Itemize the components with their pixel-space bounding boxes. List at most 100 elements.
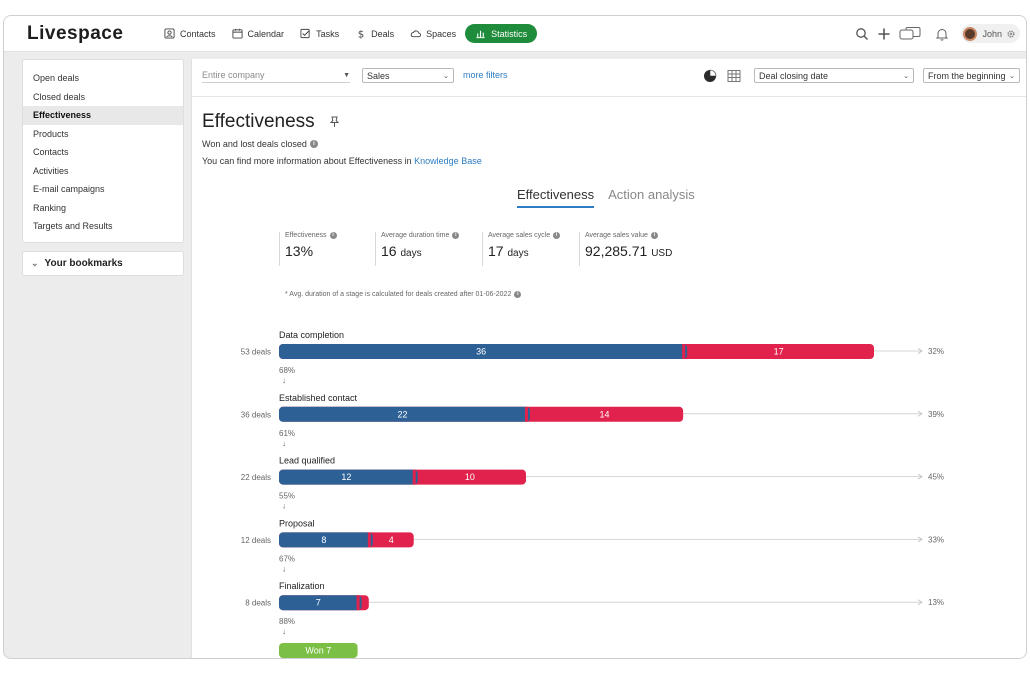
main-content: Entire company ▼ Sales ⌄ more filters De…: [191, 59, 1026, 658]
company-select-placeholder: Entire company: [202, 70, 265, 80]
filter-bar: Entire company ▼ Sales ⌄ more filters De…: [192, 59, 1026, 97]
knowledge-base-link[interactable]: Knowledge Base: [414, 156, 482, 166]
nav-tasks[interactable]: Tasks: [293, 24, 346, 43]
pie-chart-icon[interactable]: [703, 69, 717, 83]
livespace-logo[interactable]: Livespace: [27, 23, 124, 44]
nav-statistics[interactable]: Statistics: [465, 24, 538, 43]
kpi-label-text: Effectiveness: [285, 232, 327, 239]
stage-title: Data completion: [279, 330, 344, 340]
stage-deal-count: 22 deals: [241, 473, 271, 482]
arrow-down-icon: ↓: [282, 564, 286, 573]
nav-deals[interactable]: $ Deals: [348, 24, 401, 43]
info-icon[interactable]: i: [329, 232, 337, 239]
lost-percentage: 13%: [928, 598, 944, 607]
sidebar-item-effectiveness[interactable]: Effectiveness: [23, 106, 183, 125]
info-icon[interactable]: i: [452, 232, 460, 239]
sidebar-item-ranking[interactable]: Ranking: [33, 202, 67, 213]
nav-spaces[interactable]: Spaces: [403, 24, 463, 43]
plus-icon: [878, 28, 890, 39]
kpi-value: 16 days: [381, 243, 482, 259]
lost-value-label: 17: [774, 347, 784, 357]
won-bar: [279, 643, 358, 658]
bookmarks-toggle[interactable]: ⌄ Your bookmarks: [22, 250, 184, 276]
lost-value-label: 10: [465, 472, 475, 482]
bookmark-pin-icon[interactable]: [329, 116, 340, 128]
arrow-right-icon: [917, 599, 923, 606]
nav-statistics-label: Statistics: [491, 28, 528, 39]
date-range-select[interactable]: From the beginning ⌄: [923, 68, 1020, 83]
gear-icon: [1007, 29, 1015, 38]
bar-seam: [356, 595, 360, 611]
kpi-label: Average duration time i: [381, 232, 482, 239]
kpi-average-duration: Average duration time i 16 days: [375, 232, 482, 266]
kpi-value-number: 13%: [285, 243, 314, 259]
info-icon[interactable]: i: [553, 232, 561, 239]
nav-contacts[interactable]: Contacts: [157, 24, 223, 43]
tab-effectiveness[interactable]: Effectiveness: [517, 187, 595, 208]
sidebar-item-contacts[interactable]: Contacts: [33, 147, 69, 157]
app-window: Livespace Contacts Calendar Tasks $ Deal…: [3, 15, 1027, 659]
kpi-value: 17 days: [488, 243, 579, 259]
duration-footnote: * Avg. duration of a stage is calculated…: [285, 291, 522, 298]
kpi-value: 13%: [285, 243, 375, 259]
progressed-bar: [279, 532, 373, 548]
stage-title: Finalization: [279, 581, 325, 591]
pipeline-select-value: Sales: [367, 70, 390, 81]
stage-deal-count: 36 deals: [241, 410, 271, 419]
view-tabs: Effectiveness Action analysis: [517, 187, 709, 208]
lost-value-label: 14: [600, 409, 610, 419]
progressed-value-label: 22: [397, 409, 407, 419]
sidebar-item-open-deals[interactable]: Open deals: [33, 73, 80, 83]
date-field-select[interactable]: Deal closing date ⌄: [754, 68, 914, 83]
sidebar-item-products[interactable]: Products: [33, 128, 69, 139]
kpi-value: 92,285.71 USD: [585, 243, 699, 259]
pipeline-select[interactable]: Sales ⌄: [362, 68, 454, 83]
nav-calendar[interactable]: Calendar: [225, 24, 292, 43]
contacts-icon: [164, 28, 175, 39]
kpi-value-number: 16: [381, 243, 397, 259]
user-name: John: [982, 28, 1002, 39]
search-button[interactable]: [853, 25, 871, 43]
add-button[interactable]: [875, 25, 893, 43]
conversion-percentage: 88%: [279, 617, 295, 626]
table-view-icon[interactable]: [727, 69, 741, 83]
lost-percentage: 32%: [928, 347, 944, 356]
arrow-right-icon: [917, 536, 923, 543]
company-select[interactable]: Entire company ▼: [202, 68, 350, 83]
progressed-bar: [279, 406, 530, 422]
bell-icon: [936, 28, 949, 41]
conversion-percentage: 55%: [279, 492, 295, 501]
info-icon[interactable]: i: [650, 232, 658, 239]
calendar-icon: [231, 28, 243, 39]
svg-text:$: $: [358, 30, 364, 39]
notifications-button[interactable]: [933, 25, 951, 43]
knowledge-base-prefix: You can find more information about Effe…: [202, 156, 412, 166]
lost-percentage: 33%: [928, 535, 944, 544]
user-menu[interactable]: John: [961, 24, 1020, 43]
more-filters-link[interactable]: more filters: [463, 70, 508, 80]
kpi-label: Average sales value i: [585, 232, 699, 239]
lost-percentage: 39%: [928, 410, 944, 419]
stage-title: Lead qualified: [279, 456, 335, 466]
nav-calendar-label: Calendar: [247, 28, 285, 39]
sidebar-item-activities[interactable]: Activities: [33, 165, 69, 176]
sidebar-item-email-campaigns[interactable]: E-mail campaigns: [33, 184, 105, 194]
progressed-bar: [279, 344, 688, 359]
nav-contacts-label: Contacts: [180, 28, 216, 39]
search-icon: [856, 27, 869, 40]
kpi-label-text: Average duration time: [381, 232, 450, 239]
sidebar-item-targets-results[interactable]: Targets and Results: [33, 221, 113, 231]
dollar-icon: $: [358, 30, 364, 39]
sidebar-item-closed-deals[interactable]: Closed deals: [33, 91, 86, 102]
stage-deal-count: 12 deals: [241, 536, 271, 545]
messages-button[interactable]: [897, 25, 923, 43]
tab-action-analysis[interactable]: Action analysis: [608, 187, 695, 202]
progressed-value-label: 12: [341, 472, 351, 482]
arrow-right-icon: [917, 473, 923, 480]
chevron-down-icon: ⌄: [1009, 72, 1015, 80]
page-title: Effectiveness: [202, 111, 315, 132]
stage-title: Established contact: [279, 393, 358, 403]
info-icon[interactable]: i: [309, 140, 318, 148]
info-icon[interactable]: i: [514, 291, 522, 298]
kpi-label-text: Average sales value: [585, 232, 648, 239]
